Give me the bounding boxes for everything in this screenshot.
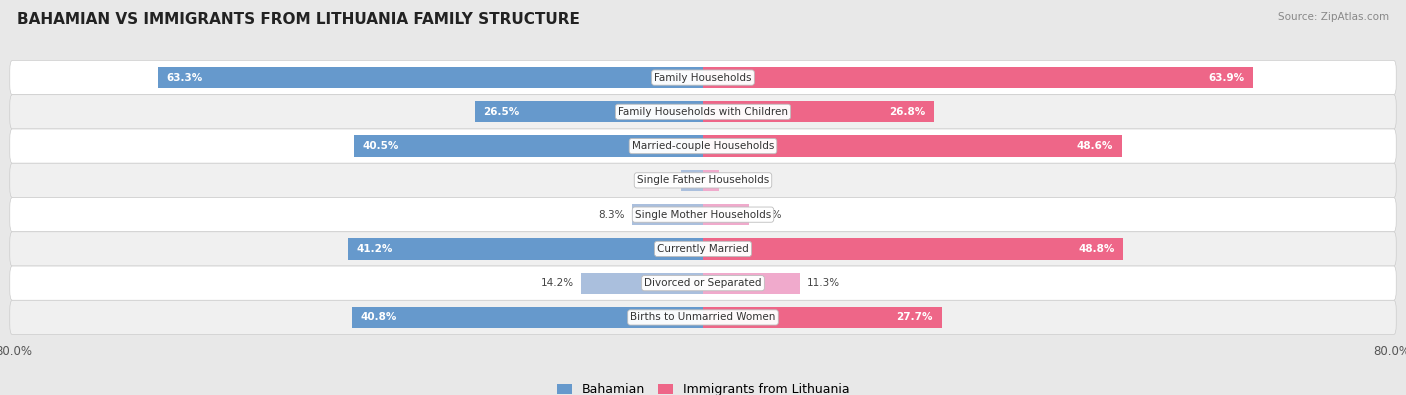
FancyBboxPatch shape bbox=[10, 163, 1396, 198]
Bar bbox=[352, 307, 703, 328]
Text: Married-couple Households: Married-couple Households bbox=[631, 141, 775, 151]
FancyBboxPatch shape bbox=[10, 60, 1396, 95]
Text: 40.5%: 40.5% bbox=[363, 141, 399, 151]
Text: Births to Unmarried Women: Births to Unmarried Women bbox=[630, 312, 776, 322]
Text: Single Father Households: Single Father Households bbox=[637, 175, 769, 185]
FancyBboxPatch shape bbox=[10, 129, 1396, 163]
Text: Family Households with Children: Family Households with Children bbox=[619, 107, 787, 117]
Text: 27.7%: 27.7% bbox=[897, 312, 934, 322]
Bar bbox=[682, 170, 703, 191]
Text: 1.9%: 1.9% bbox=[727, 175, 752, 185]
Bar bbox=[703, 170, 720, 191]
Text: Family Households: Family Households bbox=[654, 73, 752, 83]
Text: 11.3%: 11.3% bbox=[807, 278, 841, 288]
Legend: Bahamian, Immigrants from Lithuania: Bahamian, Immigrants from Lithuania bbox=[557, 383, 849, 395]
FancyBboxPatch shape bbox=[10, 232, 1396, 266]
FancyBboxPatch shape bbox=[10, 300, 1396, 335]
Bar bbox=[631, 204, 703, 225]
Text: 26.8%: 26.8% bbox=[889, 107, 925, 117]
Text: 5.3%: 5.3% bbox=[755, 210, 782, 220]
Bar bbox=[703, 67, 1253, 88]
Bar bbox=[354, 135, 703, 157]
Bar bbox=[703, 238, 1123, 260]
Bar bbox=[703, 204, 748, 225]
Text: 26.5%: 26.5% bbox=[484, 107, 520, 117]
Text: 40.8%: 40.8% bbox=[360, 312, 396, 322]
FancyBboxPatch shape bbox=[10, 266, 1396, 300]
Bar bbox=[703, 101, 934, 122]
Bar bbox=[475, 101, 703, 122]
Bar bbox=[703, 135, 1122, 157]
Bar bbox=[581, 273, 703, 294]
Text: 63.3%: 63.3% bbox=[166, 73, 202, 83]
Bar bbox=[349, 238, 703, 260]
Text: 8.3%: 8.3% bbox=[598, 210, 624, 220]
Bar bbox=[703, 273, 800, 294]
Text: Single Mother Households: Single Mother Households bbox=[636, 210, 770, 220]
Text: 41.2%: 41.2% bbox=[357, 244, 394, 254]
Text: Source: ZipAtlas.com: Source: ZipAtlas.com bbox=[1278, 12, 1389, 22]
Text: 2.5%: 2.5% bbox=[648, 175, 675, 185]
Text: Currently Married: Currently Married bbox=[657, 244, 749, 254]
Text: Divorced or Separated: Divorced or Separated bbox=[644, 278, 762, 288]
Text: BAHAMIAN VS IMMIGRANTS FROM LITHUANIA FAMILY STRUCTURE: BAHAMIAN VS IMMIGRANTS FROM LITHUANIA FA… bbox=[17, 12, 579, 27]
FancyBboxPatch shape bbox=[10, 198, 1396, 232]
Bar bbox=[157, 67, 703, 88]
FancyBboxPatch shape bbox=[10, 95, 1396, 129]
Text: 14.2%: 14.2% bbox=[541, 278, 574, 288]
Text: 48.8%: 48.8% bbox=[1078, 244, 1115, 254]
Text: 48.6%: 48.6% bbox=[1077, 141, 1114, 151]
Text: 63.9%: 63.9% bbox=[1209, 73, 1244, 83]
Bar bbox=[703, 307, 942, 328]
